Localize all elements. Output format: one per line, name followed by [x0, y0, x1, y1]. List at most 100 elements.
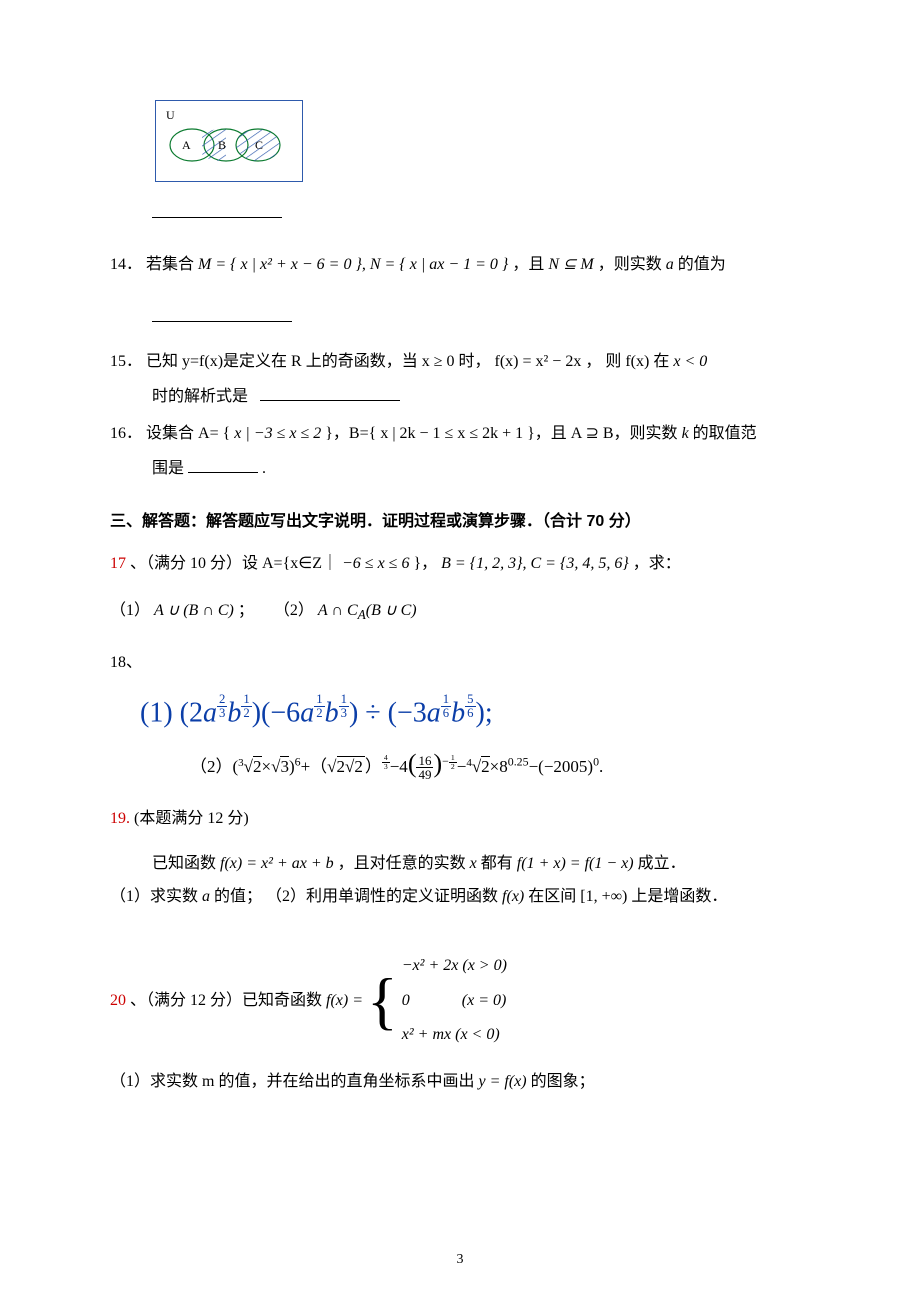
negs: −	[442, 754, 449, 768]
q19-l2-math: f(x)	[502, 888, 524, 905]
t1-be-d: 2	[241, 707, 251, 720]
q17-math-b: B = {1, 2, 3}, C = {3, 4, 5, 6}	[441, 555, 629, 572]
q15-text-d: 在	[653, 353, 673, 370]
t2-ae-d: 2	[314, 707, 324, 720]
venn-diagram: U A B C	[155, 100, 303, 182]
q15-text-c: ， 则	[585, 353, 625, 370]
q14-math-a: M = { x | x² + x − 6 = 0 }, N = { x | ax…	[198, 256, 508, 273]
q14-math-c: a	[666, 256, 674, 273]
t3-be-n: 5	[465, 693, 475, 707]
q20-l2-b: 的图象；	[531, 1073, 595, 1090]
negd: 2	[449, 763, 457, 771]
t2-be-d: 3	[339, 707, 349, 720]
p2-tail: ×80.25−(−2005)0.	[490, 757, 604, 776]
q17-math-a: −6 ≤ x ≤ 6	[342, 555, 409, 572]
q16-num: 16．	[110, 425, 142, 442]
q16-math-b: x | 2k − 1 ≤ x ≤ 2k + 1	[380, 425, 523, 442]
fracn: 16	[416, 754, 433, 768]
q14-text-d: 的值为	[678, 256, 726, 273]
q14-blank	[152, 306, 292, 322]
t1-be-n: 1	[241, 693, 251, 707]
q19-l1-b: ，且对任意的实数	[338, 855, 470, 872]
t2-a: a	[300, 697, 314, 728]
q14-text-a: 若集合	[146, 256, 198, 273]
q15-math-a: x ≥ 0	[422, 353, 455, 370]
q16-period: .	[262, 460, 266, 477]
q18-formula-2: （2）(3√2×√3)6+（√2√2）43−4(1649)−12−4√2×80.…	[190, 741, 810, 788]
q16-text-a: 设集合 A= {	[146, 425, 234, 442]
root4rad: 2	[481, 756, 490, 776]
q17-part2-label: （2）	[274, 602, 314, 619]
q19-l2-interval: [1, +∞)	[580, 888, 627, 905]
t2-be-n: 1	[339, 693, 349, 707]
q18-formula-1: (1) (2a23b12)(−6a12b13) ÷ (−3a16b56);	[140, 692, 810, 733]
q17-part1-label: （1）	[110, 602, 150, 619]
q14-text-b: ，且	[512, 256, 548, 273]
q20-num: 20	[110, 992, 126, 1009]
q15-line2: 时的解析式是	[152, 388, 248, 405]
question-15: 15． 已知 y=f(x)是定义在 R 上的奇函数，当 x ≥ 0 时， f(x…	[110, 348, 810, 412]
pow6: )6+（	[289, 757, 327, 776]
q14-text-c: ，则实数	[598, 256, 666, 273]
q20-l2-a: （1）求实数 m 的值，并在给出的直角坐标系中画出	[110, 1073, 478, 1090]
t3-b: b	[451, 697, 465, 728]
q19-l1-d: 都有	[481, 855, 517, 872]
minus2: −	[457, 757, 467, 776]
q19-l1-e: 成立．	[638, 855, 686, 872]
q15-blank	[260, 385, 400, 401]
q17-part1-math: A ∪ (B ∩ C)	[154, 602, 234, 619]
q19-l2-c: 的值； （2）利用单调性的定义证明函数	[214, 888, 502, 905]
minus4: −4	[390, 757, 408, 776]
t3-a: a	[427, 697, 441, 728]
q15-math-d: x < 0	[673, 353, 707, 370]
q19-score: (本题满分 12 分)	[134, 810, 249, 827]
q20-l2-math: y = f(x)	[478, 1073, 526, 1090]
q20-piecewise: { −x² + 2x (x > 0) 0 (x = 0) x² + mx (x …	[367, 952, 507, 1050]
t2-b: b	[325, 697, 339, 728]
t1-ae-d: 3	[217, 707, 227, 720]
q16-line2: 围是	[152, 460, 184, 477]
q20-math-a: f(x) =	[326, 992, 367, 1009]
q14-math-b: N ⊆ M	[548, 256, 593, 273]
root1-idx: 3	[238, 757, 244, 769]
t1-b: b	[227, 697, 241, 728]
q16-text-b: }，B={	[325, 425, 380, 442]
fracd: 49	[416, 768, 433, 781]
q13-blank-line	[152, 200, 810, 229]
q16-math-a: x | −3 ≤ x ≤ 2	[234, 425, 321, 442]
question-16: 16． 设集合 A= { x | −3 ≤ x ≤ 2 }，B={ x | 2k…	[110, 420, 810, 484]
t1-ae-n: 2	[217, 693, 227, 707]
t3-be-d: 6	[465, 707, 475, 720]
q20-case2: 0 (x = 0)	[402, 987, 507, 1016]
q15-text-a: 已知 y=f(x)是定义在 R 上的奇函数，当	[146, 353, 422, 370]
q15-math-c: f(x)	[625, 353, 649, 370]
root2-rad: 3	[280, 756, 289, 776]
section-3-title: 三、解答题：解答题应写出文字说明．证明过程或演算步骤．（合计 70 分）	[110, 508, 810, 537]
q17-part2-math: A ∩ CA(B ∪ C)	[318, 602, 417, 619]
q19-l1-math2: f(1 + x) = f(1 − x)	[517, 855, 634, 872]
q15-math-b: f(x) = x² − 2x	[495, 353, 582, 370]
q19-l1-a: 已知函数	[152, 855, 220, 872]
q20-case3: x² + mx (x < 0)	[402, 1021, 507, 1050]
question-18: 18、 (1) (2a23b12)(−6a12b13) ÷ (−3a16b56)…	[110, 649, 810, 787]
root1-rad: 2	[253, 756, 262, 776]
venn-label-C: C	[255, 138, 263, 152]
t3-ae-n: 1	[441, 693, 451, 707]
t3-coef: −3	[397, 697, 427, 728]
venn-label-B: B	[218, 138, 226, 152]
t2-ae-n: 1	[314, 693, 324, 707]
q19-l1-c: x	[470, 855, 477, 872]
question-17: 17 、（满分 10 分）设 A={x∈Z｜ −6 ≤ x ≤ 6 }， B =…	[110, 550, 810, 627]
q19-num: 19.	[110, 810, 130, 827]
q19-l2-b: a	[202, 888, 210, 905]
t1-a: a	[203, 697, 217, 728]
question-20: 20 、（满分 12 分）已知奇函数 f(x) = { −x² + 2x (x …	[110, 952, 810, 1097]
q17-text-a: 、（满分 10 分）设 A={x∈Z｜	[130, 555, 338, 572]
question-14: 14． 若集合 M = { x | x² + x − 6 = 0 }, N = …	[110, 251, 810, 333]
q16-math-c: k	[682, 425, 689, 442]
p2-mul: ×	[262, 757, 272, 776]
q20-text-a: 、（满分 12 分）已知奇函数	[130, 992, 326, 1009]
q19-l2-a: （1）求实数	[110, 888, 202, 905]
q20-case1: −x² + 2x (x > 0)	[402, 952, 507, 981]
t3-ae-d: 6	[441, 707, 451, 720]
